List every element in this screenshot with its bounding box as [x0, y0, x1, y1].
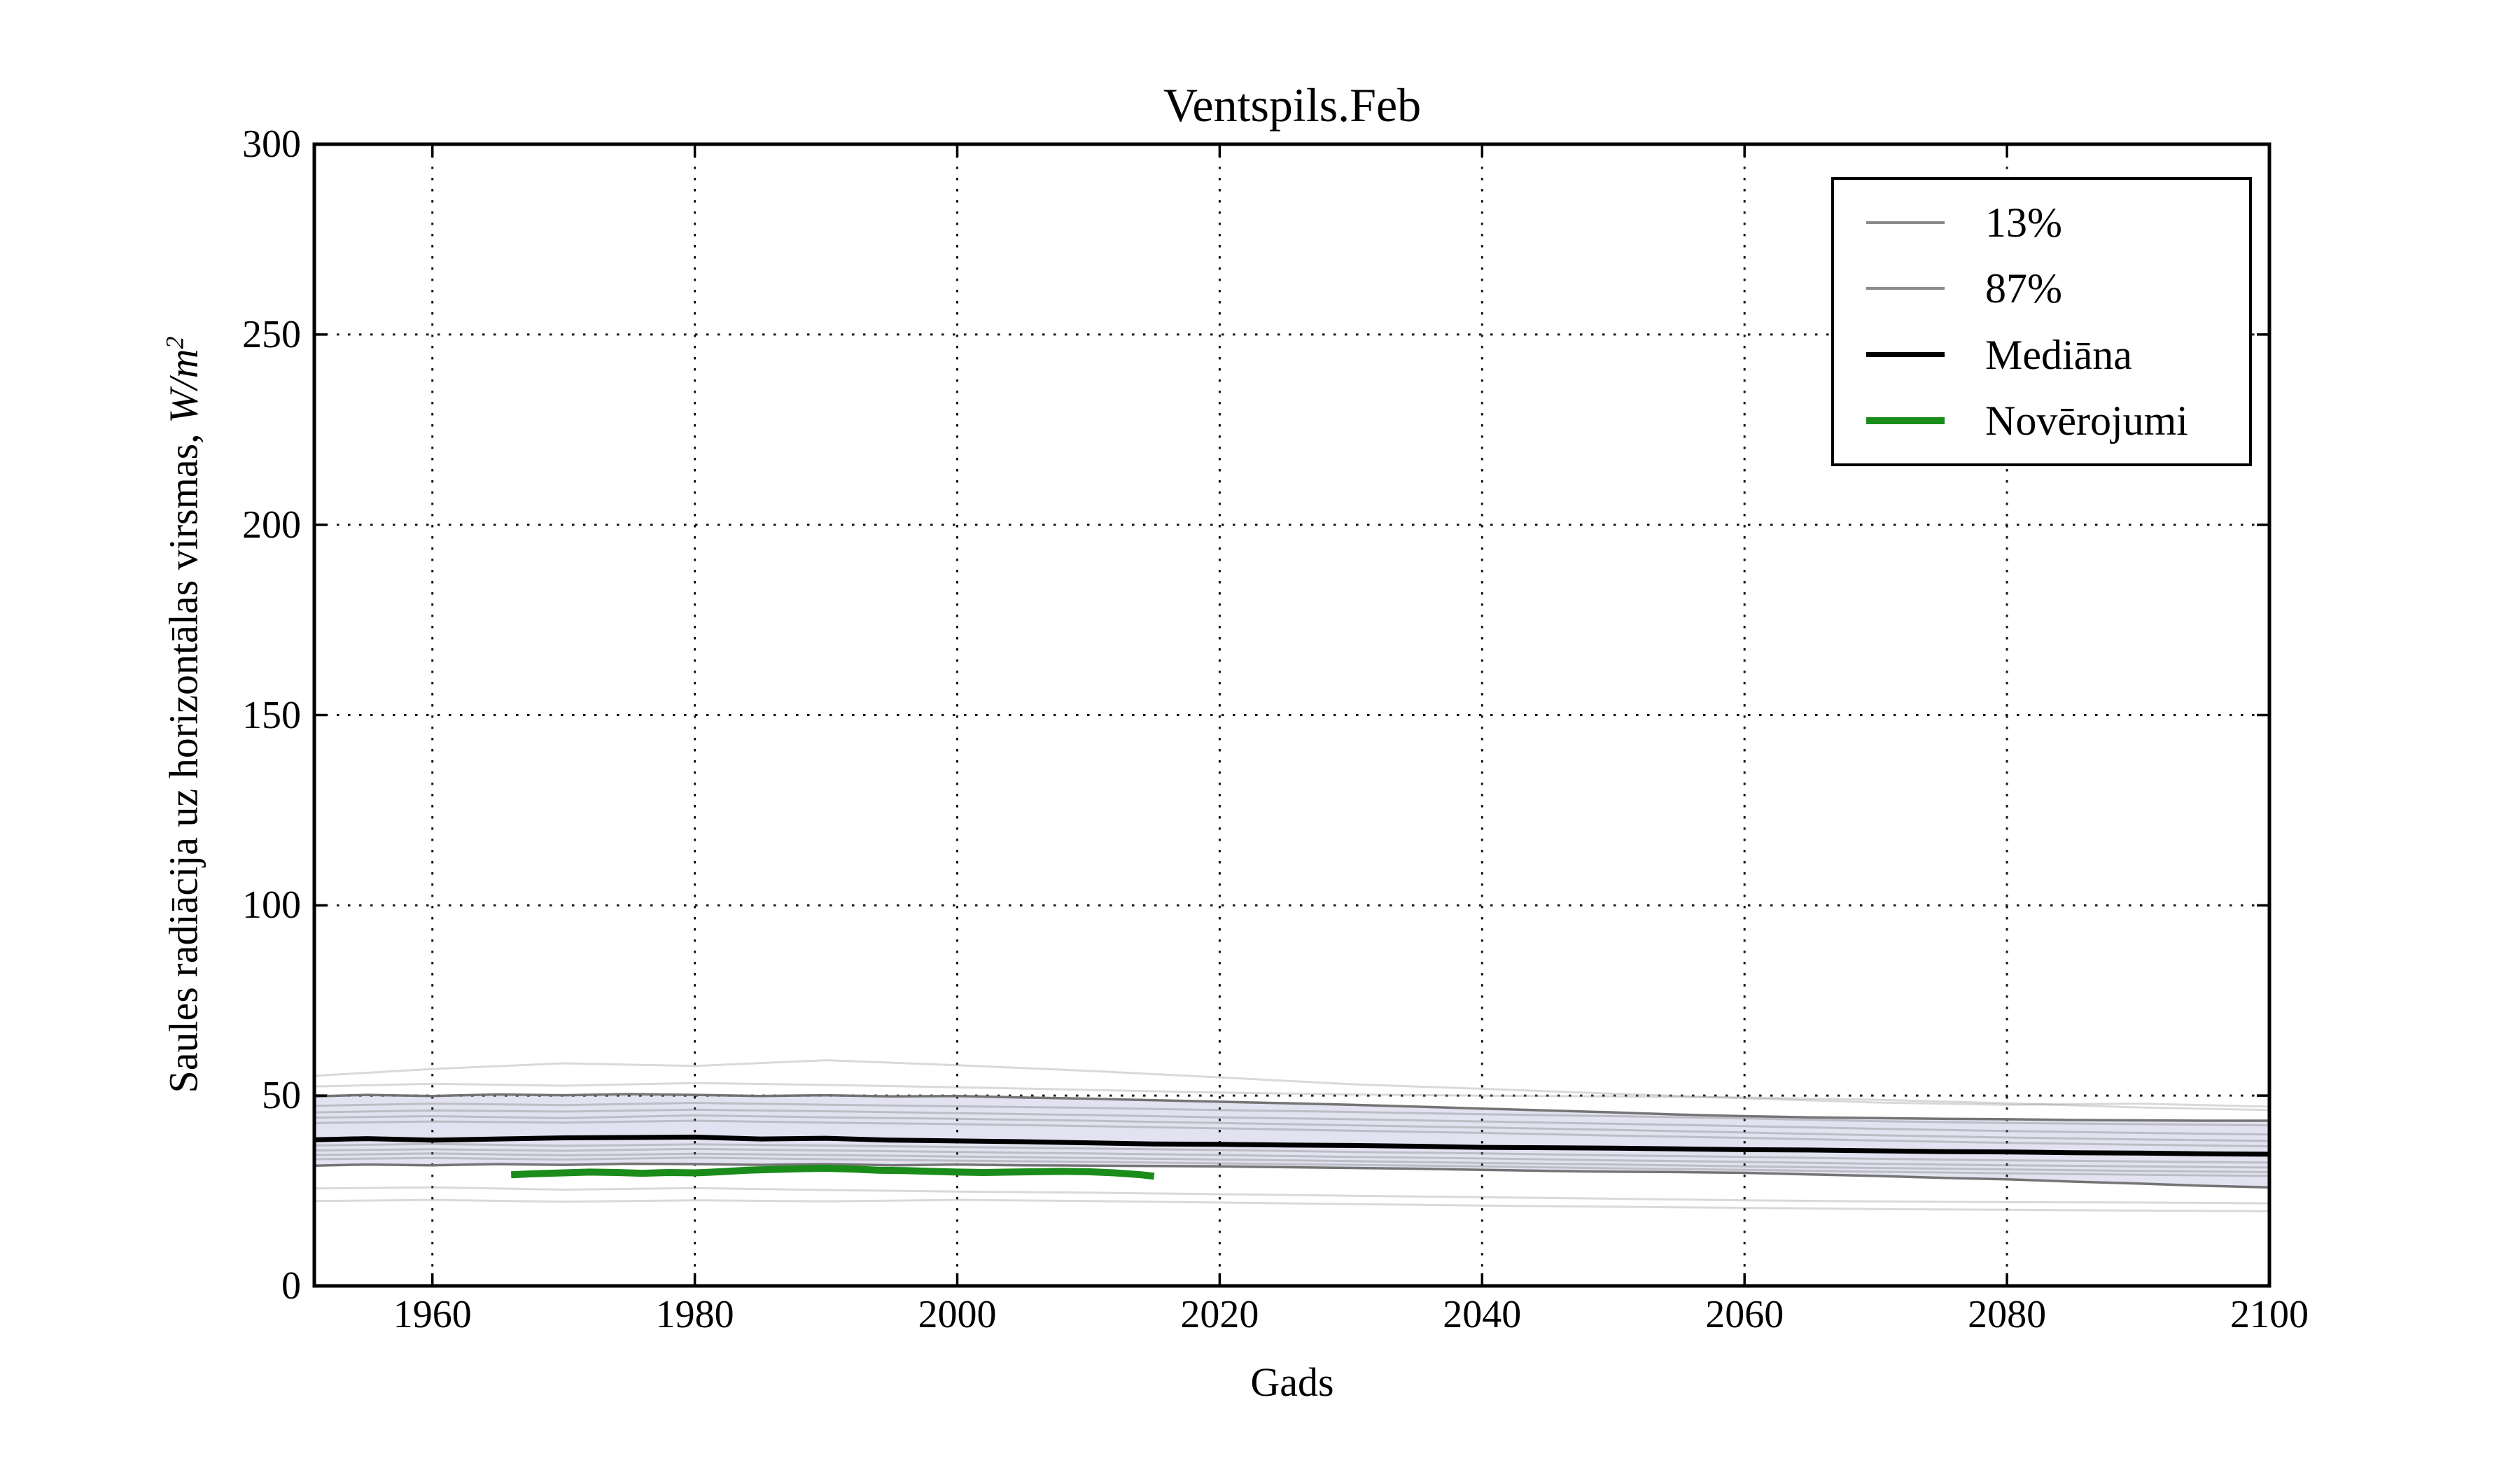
- legend: 13% 87% Mediāna Novērojumi: [1831, 177, 2252, 466]
- x-tick-label: 2000: [918, 1293, 997, 1336]
- series-ensemble-1: [314, 1059, 2270, 1108]
- series-ensemble-9: [314, 1152, 2270, 1173]
- legend-label: Mediāna: [1985, 331, 2132, 378]
- series-ensemble-12: [314, 1198, 2270, 1212]
- series-ensemble-7: [314, 1142, 2270, 1164]
- x-tick-label: 2060: [1705, 1293, 1784, 1336]
- legend-item: 13%: [1834, 202, 2249, 244]
- series-ensemble-4: [314, 1108, 2270, 1136]
- y-tick-label: 100: [242, 883, 301, 927]
- legend-line-swatch-observations: [1866, 416, 1945, 424]
- legend-item: 87%: [1834, 267, 2249, 309]
- chart-title: Ventspils.Feb: [1163, 78, 1422, 132]
- y-axis-label-units-exponent: 2: [160, 336, 189, 349]
- series-ensemble-5: [314, 1114, 2270, 1142]
- legend-line-swatch-median: [1866, 352, 1945, 358]
- series-ensemble-11: [314, 1186, 2270, 1205]
- legend-label: 87%: [1985, 265, 2062, 312]
- legend-line-swatch-13pct: [1866, 221, 1945, 225]
- legend-label: 13%: [1985, 200, 2062, 246]
- series-ensemble-2: [314, 1082, 2270, 1112]
- x-tick-label: 2080: [1968, 1293, 2047, 1336]
- x-axis-label: Gads: [1250, 1359, 1334, 1405]
- legend-line-swatch-87pct: [1866, 287, 1945, 290]
- x-tick-label: 2020: [1180, 1293, 1259, 1336]
- series-ensemble-3: [314, 1102, 2270, 1127]
- legend-label: Novērojumi: [1985, 397, 2188, 444]
- x-tick-label: 1980: [655, 1293, 734, 1336]
- y-tick-label: 250: [242, 312, 301, 356]
- y-tick-label: 0: [281, 1264, 301, 1308]
- series-ensemble-8: [314, 1147, 2270, 1169]
- x-tick-label: 2040: [1443, 1293, 1522, 1336]
- series-Novērojumi: [510, 1165, 1155, 1180]
- y-axis-label: Saules radiācija uz horizontālas virsmas…: [160, 336, 206, 1093]
- series-87%: [314, 1093, 2269, 1122]
- y-tick-label: 50: [262, 1074, 301, 1118]
- legend-item: Mediāna: [1834, 334, 2249, 376]
- series-13%: [314, 1162, 2270, 1189]
- y-tick-label: 300: [242, 122, 301, 166]
- x-tick-label: 1960: [393, 1293, 472, 1336]
- series-ensemble-10: [314, 1156, 2270, 1177]
- series-ensemble-6: [314, 1119, 2270, 1147]
- series-Mediāna: [314, 1134, 2270, 1157]
- y-tick-label: 150: [242, 693, 301, 737]
- y-tick-label: 200: [242, 503, 301, 547]
- x-tick-label: 2100: [2230, 1293, 2309, 1336]
- y-axis-label-units: W/m: [160, 349, 206, 424]
- y-axis-label-text: Saules radiācija uz horizontālas virsmas…: [160, 423, 206, 1093]
- legend-item: Novērojumi: [1834, 400, 2249, 442]
